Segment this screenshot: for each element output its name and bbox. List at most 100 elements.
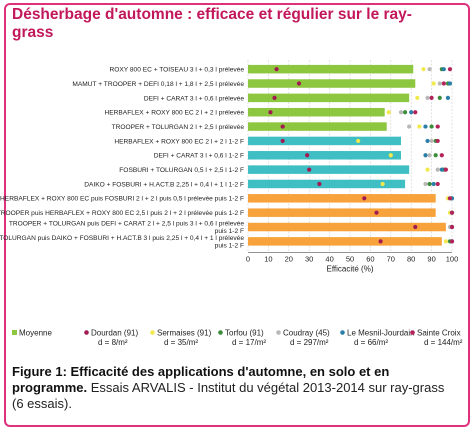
x-tick-label: 50 — [346, 255, 354, 264]
point-sainte — [443, 167, 448, 172]
legend-marker — [340, 330, 345, 335]
legend-density: d = 35/m² — [164, 338, 198, 347]
category-label: MAMUT + TROOPER + DEFI 0,18 l + 1,8 l + … — [72, 81, 244, 88]
x-axis-title: Efficacité (%) — [327, 265, 374, 274]
point-sainte — [447, 196, 453, 201]
point-sermaises — [356, 138, 361, 144]
x-tick-label: 90 — [427, 255, 435, 264]
legend-density: d = 8/m² — [98, 338, 128, 347]
legend-label: Torfou (91) — [225, 329, 264, 338]
point-le — [441, 67, 446, 72]
category-label: puis 1-2 F — [215, 242, 244, 249]
bar-moyenne — [248, 237, 442, 246]
point-le — [423, 153, 428, 158]
point-dourdan — [362, 196, 367, 201]
point-coudray — [425, 95, 430, 100]
x-tick-label: 40 — [325, 255, 333, 264]
point-sermaises — [386, 110, 391, 115]
legend-density: d = 66/m² — [354, 338, 388, 347]
point-sainte — [435, 181, 440, 187]
category-label: FOSBURI + TOLURGAN 0,5 l + 2,5 l 1-2 F — [119, 167, 244, 174]
bar-moyenne — [248, 179, 406, 189]
bar-moyenne — [248, 136, 401, 146]
figure-title: Désherbage d'automne : efficace et régul… — [12, 6, 412, 41]
category-label: HERBAFLEX + ROXY 800 EC 2 l + 2 l prélev… — [104, 110, 244, 117]
bar-moyenne — [248, 122, 387, 131]
x-tick-label: 70 — [387, 255, 395, 264]
point-coudray — [407, 124, 412, 129]
point-sermaises — [388, 153, 393, 158]
point-sainte — [413, 110, 418, 115]
category-label: TROOPER puis HERBAFLEX + ROXY 800 EC 2,5… — [0, 210, 244, 217]
figure-caption: Figure 1: Efficacité des applications d'… — [12, 364, 458, 412]
point-coudray — [437, 81, 442, 86]
point-sainte — [449, 239, 455, 244]
category-label: ROXY 800 EC + TOISEAU 3 l + 0,3 l prélev… — [109, 67, 244, 74]
bar-moyenne — [248, 194, 436, 203]
bar-moyenne — [248, 64, 414, 74]
x-tick-label: 0 — [246, 255, 250, 264]
legend-label: Dourdan (91) — [91, 329, 138, 338]
point-sainte — [447, 67, 453, 72]
bar-moyenne — [248, 107, 385, 117]
category-label: TROOPER + TOLURGAN puis DEFI + CARAT 2 l… — [9, 221, 244, 228]
legend-marker — [276, 330, 281, 335]
x-tick-label: 30 — [305, 255, 313, 264]
category-label: TROOPER + TOLURGAN 2 l + 2,5 l prélevée — [112, 124, 245, 131]
caption-text: Essais ARVALIS - Institut du végétal 201… — [12, 380, 445, 411]
point-dourdan — [268, 110, 273, 115]
point-sermaises — [431, 81, 436, 86]
point-dourdan — [378, 239, 383, 244]
legend-density: d = 17/m² — [232, 338, 266, 347]
category-label: puis 1-2 F — [215, 228, 244, 235]
legend-swatch-moyenne — [12, 330, 17, 335]
point-dourdan — [374, 210, 379, 215]
point-dourdan — [296, 81, 302, 86]
point-sainte — [441, 81, 446, 86]
legend-marker — [84, 330, 89, 335]
point-coudray — [427, 67, 432, 72]
category-label: TOLURGAN puis DAIKO + FOSBURI + H.ACT.B … — [0, 235, 244, 242]
caption-bold: Figure 1: Efficacité des applications d'… — [12, 364, 390, 395]
point-torfou — [427, 181, 432, 187]
x-tick-label: 20 — [285, 255, 293, 264]
point-coudray — [429, 138, 434, 144]
x-tick-label: 100 — [446, 255, 459, 264]
point-dourdan — [413, 224, 418, 230]
point-sainte — [449, 210, 455, 215]
point-dourdan — [272, 95, 277, 100]
bar-moyenne — [248, 222, 446, 232]
legend-marker — [410, 330, 415, 335]
point-sainte — [429, 95, 434, 100]
point-torfou — [402, 110, 408, 115]
x-tick-label: 10 — [264, 255, 272, 264]
point-sermaises — [417, 124, 422, 129]
bar-moyenne — [248, 93, 410, 103]
point-sainte — [449, 224, 455, 230]
point-sermaises — [425, 167, 430, 172]
point-le — [423, 124, 428, 129]
point-sainte — [435, 138, 440, 144]
legend-marker — [218, 330, 223, 335]
point-dourdan — [280, 138, 285, 144]
point-sermaises — [380, 181, 385, 187]
point-sainte — [439, 153, 444, 158]
legend-marker — [150, 330, 155, 335]
point-le — [447, 81, 453, 86]
x-tick-label: 60 — [366, 255, 374, 264]
point-le — [425, 138, 430, 144]
point-torfou — [433, 153, 438, 158]
point-le — [431, 181, 436, 187]
point-sermaises — [443, 239, 448, 244]
point-dourdan — [305, 153, 310, 158]
point-le — [445, 95, 451, 100]
point-torfou — [437, 95, 442, 100]
category-label: DAIKO + FOSBURI + H.ACT.B 2,25 l + 0,4 l… — [84, 181, 244, 188]
point-torfou — [429, 124, 434, 129]
x-tick-label: 80 — [407, 255, 415, 264]
point-dourdan — [307, 167, 312, 172]
point-le — [439, 167, 444, 172]
legend-label: Moyenne — [19, 329, 52, 338]
point-sermaises — [415, 95, 420, 100]
